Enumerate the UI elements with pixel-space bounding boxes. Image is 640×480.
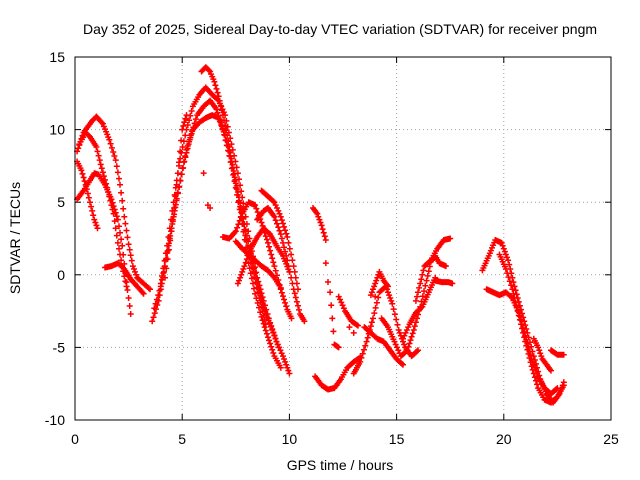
plus-markers: [548, 347, 567, 358]
plus-markers: [479, 237, 567, 406]
data-points: [74, 64, 567, 406]
plus-markers: [74, 113, 153, 293]
y-tick-label: 10: [49, 122, 65, 138]
series-track-31: [548, 347, 567, 358]
plus-markers: [367, 268, 391, 299]
series-track-13: [232, 238, 284, 291]
axis-ticks: 0 5 10 15 20 25 -10 -5 0 5 10 15: [45, 49, 619, 447]
plus-markers: [254, 205, 308, 325]
x-tick-label: 10: [282, 431, 298, 447]
plus-markers: [530, 335, 554, 374]
series-track-25: [412, 235, 454, 304]
series-track-10: [198, 64, 269, 328]
series-track-22: [361, 324, 406, 368]
series-track-23: [378, 252, 449, 360]
x-axis-label: GPS time / hours: [287, 457, 394, 473]
y-tick-label: -5: [53, 339, 66, 355]
series-track-20: [350, 283, 421, 377]
x-tick-label: 20: [496, 431, 512, 447]
series-track-17: [312, 354, 364, 393]
chart-title: Day 352 of 2025, Sidereal Day-to-day VTE…: [83, 21, 597, 37]
series-track-14: [254, 205, 308, 325]
series-track-30: [530, 335, 554, 374]
plus-markers: [327, 289, 342, 351]
series-track-5: [102, 260, 147, 297]
plus-markers: [335, 293, 361, 329]
x-tick-label: 5: [178, 431, 186, 447]
plus-markers: [400, 274, 439, 342]
y-tick-label: -10: [45, 412, 65, 428]
series-track-3: [74, 170, 134, 317]
series-track-11: [219, 199, 295, 322]
plus-markers: [232, 238, 284, 291]
series-track-21: [367, 268, 391, 299]
y-axis-label: SDTVAR / TECUs: [7, 182, 23, 294]
x-tick-label: 25: [603, 431, 619, 447]
plus-markers: [378, 252, 449, 360]
series-track-18: [327, 289, 342, 351]
y-tick-label: 15: [49, 49, 65, 65]
y-tick-label: 0: [57, 267, 65, 283]
series-track-12: [234, 225, 293, 287]
series-track-19: [335, 293, 361, 329]
plus-markers: [483, 286, 561, 397]
series-track-27: [479, 237, 567, 406]
plus-markers: [312, 354, 364, 393]
series-track-6: [149, 97, 284, 371]
plus-markers: [102, 260, 147, 297]
plus-markers: [200, 170, 379, 336]
plus-markers: [198, 64, 269, 328]
plus-markers: [234, 225, 293, 287]
x-tick-label: 15: [389, 431, 405, 447]
x-tick-label: 0: [71, 431, 79, 447]
plus-markers: [412, 235, 454, 304]
plus-markers: [361, 324, 406, 368]
series-track-15: [258, 187, 301, 293]
plot-frame: [74, 56, 612, 421]
grid: [75, 57, 611, 420]
series-track-1: [74, 113, 153, 293]
series-track-16: [310, 205, 329, 243]
plus-markers: [432, 277, 456, 287]
scattered-points: [200, 170, 379, 336]
plus-markers: [149, 97, 284, 371]
plus-markers: [219, 199, 295, 322]
series-track-26: [432, 277, 456, 287]
plus-markers: [310, 205, 329, 243]
plus-markers: [74, 170, 134, 317]
series-track-24: [400, 274, 439, 342]
y-tick-label: 5: [57, 194, 65, 210]
plus-markers: [258, 187, 301, 293]
plus-markers: [350, 283, 421, 377]
series-track-29: [483, 286, 561, 397]
